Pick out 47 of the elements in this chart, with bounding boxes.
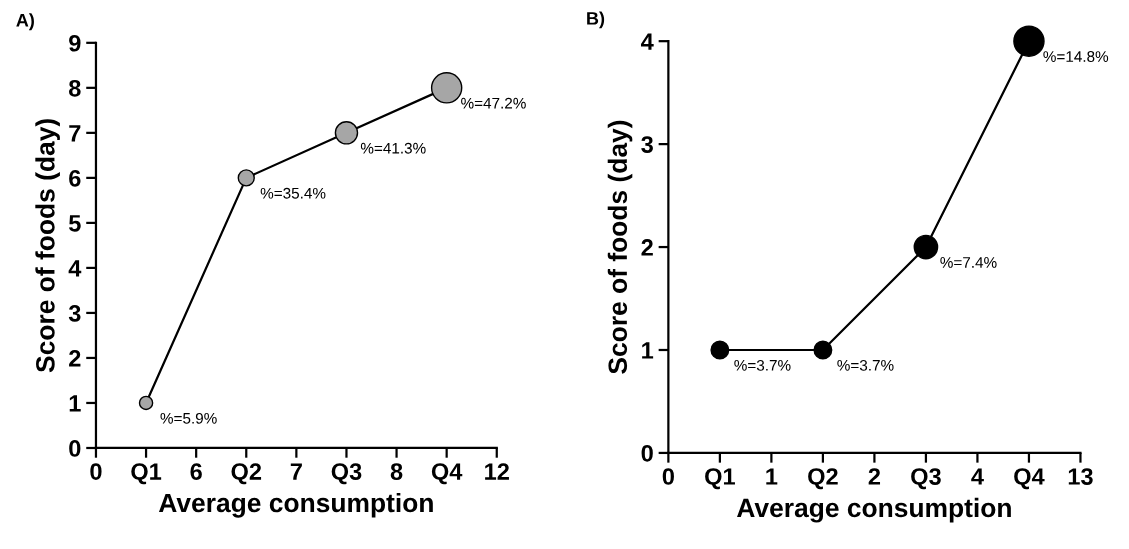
x-tick-label: 4	[971, 468, 984, 485]
y-axis-title: Score of foods (day)	[607, 120, 633, 374]
x-tick-label: Q3	[911, 468, 941, 490]
x-tick-label: Q4	[431, 463, 463, 485]
y-tick-label: 7	[69, 125, 81, 142]
x-axis-title: Average consumption	[737, 497, 1011, 523]
y-axis-title: Score of foods (day)	[35, 119, 60, 373]
annotation: %=41.3%	[360, 142, 426, 154]
y-tick-label: 5	[68, 215, 81, 232]
x-tick-label: Q2	[808, 468, 838, 490]
annotation: %=47.2%	[461, 97, 526, 109]
x-tick-label: 12	[485, 463, 509, 480]
annotation: %=7.4%	[940, 257, 997, 268]
annotation: %=3.7%	[837, 359, 894, 371]
y-tick-label: 2	[641, 239, 653, 256]
annotation: %=3.7%	[734, 359, 791, 371]
chart-title: B)	[587, 11, 605, 29]
x-tick-label: Q1	[705, 468, 735, 490]
x-tick-label: 13	[1068, 468, 1093, 485]
x-tick-label: 0	[90, 463, 102, 480]
chart-title: A)	[16, 13, 34, 31]
y-tick-label: 6	[69, 169, 81, 187]
y-tick-label: 2	[69, 350, 81, 367]
x-axis-title: Average consumption	[158, 492, 433, 518]
x-tick-label: 8	[390, 463, 403, 480]
annotation: %=35.4%	[260, 187, 326, 199]
annotation: %=14.8%	[1043, 51, 1109, 62]
x-tick-label: 7	[290, 463, 302, 480]
x-tick-label: Q1	[131, 463, 162, 485]
y-tick-label: 3	[641, 136, 653, 153]
y-tick-label: 1	[642, 342, 654, 359]
y-tick-label: 0	[69, 440, 81, 457]
y-tick-label: 8	[69, 79, 81, 97]
x-tick-label: 2	[868, 468, 881, 485]
y-tick-label: 1	[69, 395, 81, 412]
y-tick-label: 4	[641, 33, 654, 50]
y-tick-label: 3	[68, 305, 81, 322]
x-tick-label: 6	[190, 463, 202, 480]
x-tick-label: Q3	[331, 463, 362, 485]
x-tick-label: Q4	[1014, 468, 1045, 490]
x-tick-label: Q2	[231, 463, 262, 485]
y-tick-label: 9	[69, 34, 81, 52]
y-tick-label: 0	[641, 444, 653, 462]
annotation: %=5.9%	[160, 412, 217, 424]
x-tick-label: 0	[662, 468, 674, 485]
x-tick-label: 1	[766, 468, 778, 485]
y-tick-label: 4	[68, 260, 82, 277]
